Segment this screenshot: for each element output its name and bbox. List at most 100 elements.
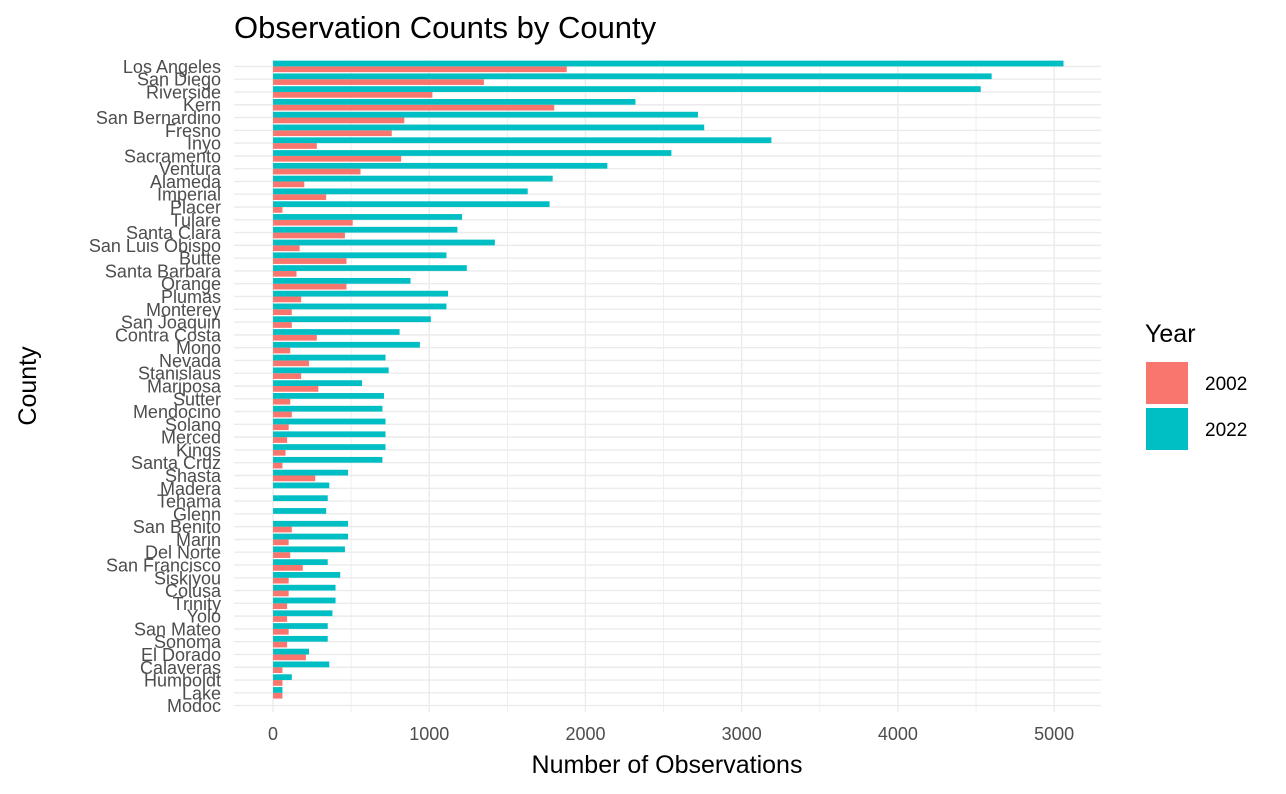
y-tick-label: Kings <box>176 440 221 460</box>
bar-2022 <box>273 354 386 361</box>
bar-2002 <box>273 398 291 405</box>
bar-2022 <box>273 367 389 374</box>
bar-2022 <box>273 393 384 399</box>
y-tick-label: Placer <box>170 198 221 218</box>
bar-2022 <box>273 111 698 118</box>
chart-title: Observation Counts by County <box>234 10 657 45</box>
y-tick-label: Stanislaus <box>138 364 221 384</box>
bar-2002 <box>273 628 289 635</box>
x-tick-label: 3000 <box>722 724 762 744</box>
y-tick-label: Siskiyou <box>154 568 221 588</box>
bar-2002 <box>273 692 283 699</box>
y-tick-label: Fresno <box>165 121 221 141</box>
bar-2002 <box>273 603 288 610</box>
bar-2002 <box>273 117 405 124</box>
bar-2022 <box>273 661 330 668</box>
bar-2022 <box>273 150 672 156</box>
y-tick-label: Orange <box>161 274 221 294</box>
y-tick-label: San Bernardino <box>96 108 221 128</box>
y-tick-label: Kern <box>183 95 221 115</box>
bar-2002 <box>273 564 303 571</box>
legend-label: 2022 <box>1205 420 1247 441</box>
bar-2002 <box>273 155 402 162</box>
bar-2002 <box>273 475 316 482</box>
bar-2002 <box>273 654 306 661</box>
bar-2022 <box>273 469 349 476</box>
bar-2022 <box>273 98 636 105</box>
bar-2022 <box>273 73 992 80</box>
bar-2002 <box>273 347 291 354</box>
bar-2022 <box>273 86 981 92</box>
y-tick-label: Ventura <box>159 159 222 179</box>
bar-2022 <box>273 316 431 323</box>
y-tick-label: Santa Barbara <box>105 261 222 281</box>
y-tick-label: Yolo <box>187 607 221 627</box>
bar-2022 <box>273 444 386 450</box>
bar-2022 <box>273 277 411 284</box>
bars <box>273 60 1064 699</box>
bar-2022 <box>273 239 495 246</box>
bar-2022 <box>273 303 447 310</box>
bar-2022 <box>273 674 292 681</box>
bar-2002 <box>273 667 283 674</box>
y-tick-label: San Luis Obispo <box>89 236 221 256</box>
y-tick-label: Mariposa <box>147 377 222 397</box>
y-tick-label: San Benito <box>133 517 221 537</box>
bar-2022 <box>273 329 400 335</box>
y-tick-label: Del Norte <box>145 543 221 563</box>
y-tick-label: Shasta <box>165 466 222 486</box>
y-tick-label: Riverside <box>146 82 221 102</box>
bar-2022 <box>273 124 705 131</box>
bar-2022 <box>273 482 330 489</box>
y-tick-label: Alameda <box>150 172 222 192</box>
bar-2022 <box>273 559 328 565</box>
bar-2022 <box>273 214 463 220</box>
bar-2002 <box>273 309 292 316</box>
x-tick-label: 1000 <box>409 724 449 744</box>
y-tick-label: Mono <box>176 338 221 358</box>
bar-2002 <box>273 373 302 379</box>
y-tick-label: San Mateo <box>134 619 221 639</box>
bar-2002 <box>273 680 283 686</box>
y-tick-label: Butte <box>179 249 221 269</box>
y-tick-label: Modoc <box>167 696 221 716</box>
y-tick-label: Contra Costa <box>115 325 222 345</box>
y-axis-title: County <box>14 346 42 426</box>
bar-2022 <box>273 380 363 386</box>
bar-2002 <box>273 258 347 264</box>
bar-2022 <box>273 265 467 271</box>
y-tick-label: Monterey <box>146 300 221 320</box>
bar-2002 <box>273 590 289 597</box>
bar-2002 <box>273 334 317 341</box>
bar-2002 <box>273 270 297 277</box>
bar-2022 <box>273 648 309 655</box>
bar-2002 <box>273 386 319 392</box>
bar-2022 <box>273 610 333 617</box>
bar-2022 <box>273 162 608 169</box>
y-tick-label: Tehama <box>157 492 222 512</box>
y-tick-label: Mendocino <box>133 402 221 422</box>
y-tick-label: Glenn <box>173 504 221 524</box>
bar-2022 <box>273 405 383 412</box>
y-tick-label: Lake <box>182 683 221 703</box>
legend-label: 2002 <box>1205 374 1247 395</box>
y-tick-label: Tulare <box>171 210 221 230</box>
y-tick-label: Solano <box>165 415 221 435</box>
legend-swatch-2022 <box>1146 408 1188 450</box>
bar-2002 <box>273 411 292 418</box>
bar-2002 <box>273 143 317 149</box>
y-tick-label: Sonoma <box>154 632 222 652</box>
bar-2022 <box>273 252 447 259</box>
y-tick-label: San Francisco <box>106 555 221 575</box>
bar-2002 <box>273 462 283 469</box>
bar-2022 <box>273 495 328 502</box>
y-tick-label: Humboldt <box>144 671 221 691</box>
bar-2002 <box>273 79 484 85</box>
bar-2022 <box>273 533 349 540</box>
bar-2022 <box>273 188 528 195</box>
bar-2002 <box>273 91 433 98</box>
x-tick-label: 2000 <box>565 724 605 744</box>
bar-2022 <box>273 546 345 553</box>
legend: Year 2002 2022 <box>1145 320 1247 450</box>
